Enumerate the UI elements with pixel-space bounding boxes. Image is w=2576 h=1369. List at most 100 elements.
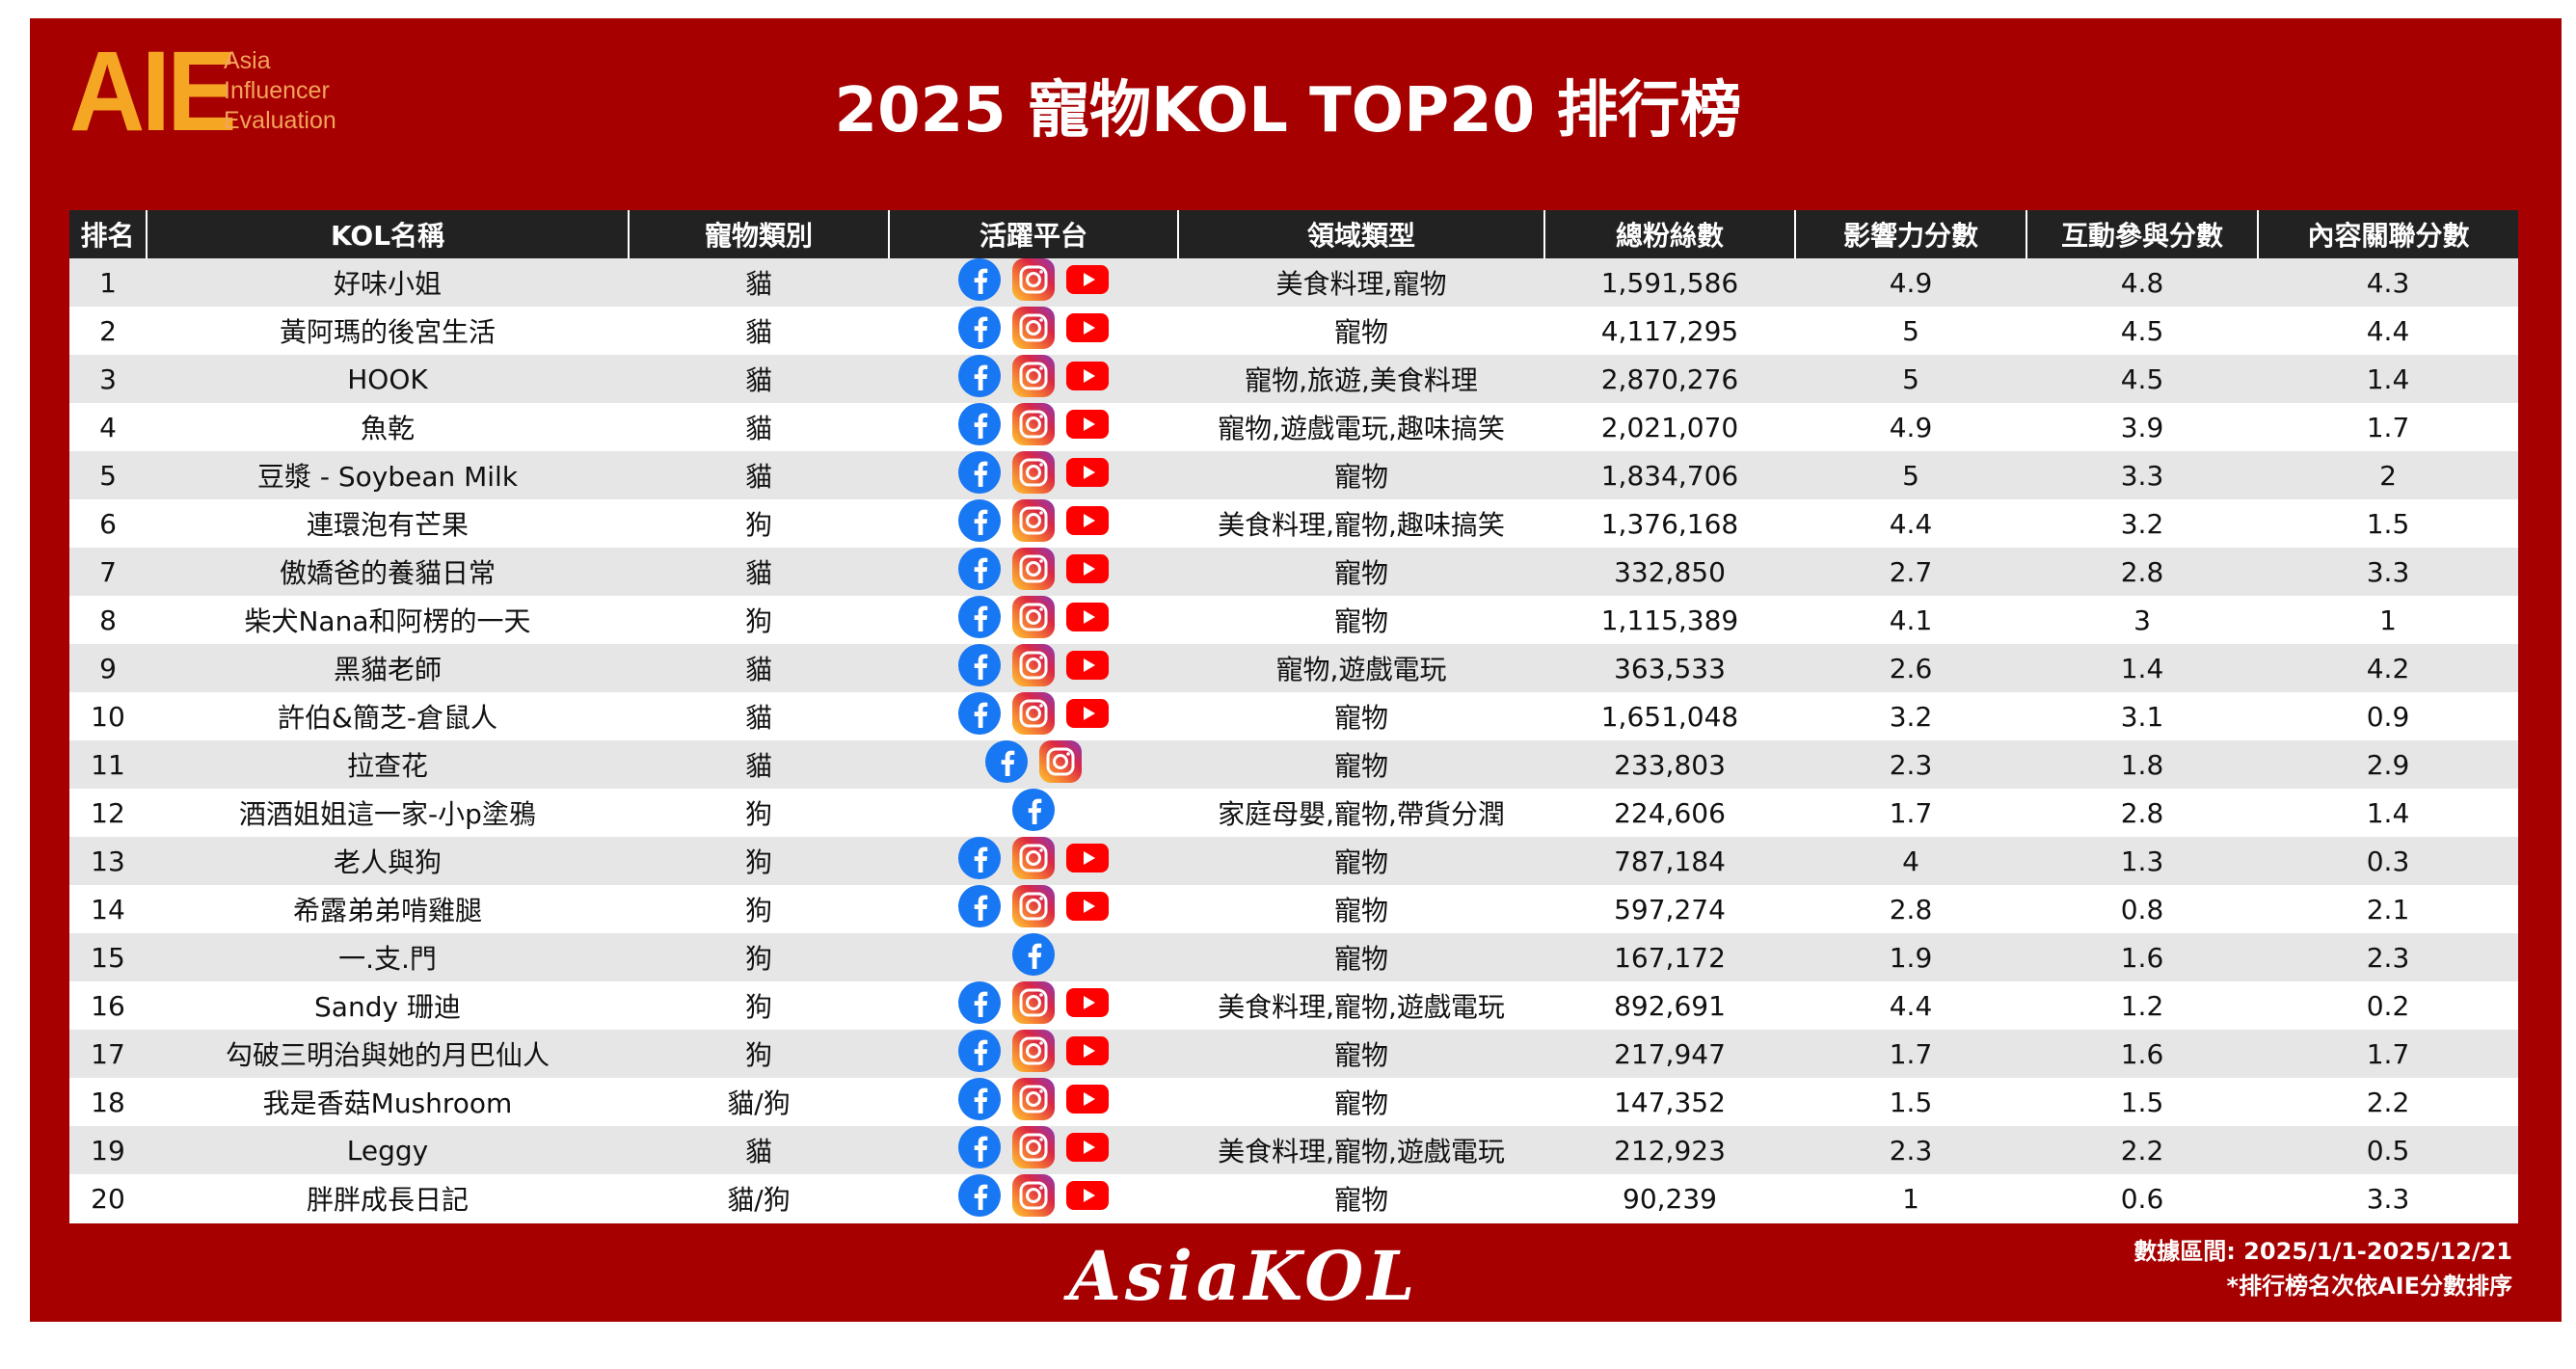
cell-influence: 2.6 [1795, 644, 2026, 692]
col-header-pet: 寵物類別 [629, 210, 890, 258]
cell-platforms [889, 644, 1178, 692]
cell-rank: 16 [69, 981, 147, 1030]
cell-rank: 3 [69, 355, 147, 403]
cell-domain: 寵物 [1178, 1174, 1544, 1222]
youtube-icon [1065, 837, 1110, 885]
cell-name: 勾破三明治與她的月巴仙人 [147, 1030, 629, 1078]
facebook-icon [957, 1174, 1002, 1222]
cell-platforms [889, 1078, 1178, 1126]
youtube-icon [1065, 644, 1110, 692]
cell-pet: 狗 [629, 789, 889, 837]
youtube-icon [1065, 307, 1110, 355]
cell-pet: 狗 [629, 837, 889, 885]
cell-engagement: 1.4 [2026, 644, 2258, 692]
cell-engagement: 0.6 [2026, 1174, 2258, 1222]
col-header-relevance: 內容關聯分數 [2258, 210, 2518, 258]
cell-influence: 4.4 [1795, 981, 2026, 1030]
youtube-icon [1065, 1078, 1110, 1126]
cell-rank: 4 [69, 403, 147, 451]
cell-relevance: 1.4 [2258, 355, 2518, 403]
facebook-icon [957, 451, 1002, 499]
cell-engagement: 0.8 [2026, 885, 2258, 933]
instagram-icon [1011, 837, 1056, 885]
cell-engagement: 2.8 [2026, 789, 2258, 837]
cell-domain: 寵物 [1178, 837, 1544, 885]
cell-name: 酒酒姐姐這一家-小p塗鴉 [147, 789, 629, 837]
table-row: 8 柴犬Nana和阿楞的一天狗 寵物 1,115,389 4.1 3 1 [69, 596, 2518, 644]
cell-fans: 233,803 [1544, 740, 1795, 789]
cell-engagement: 4.5 [2026, 355, 2258, 403]
youtube-icon [1065, 1126, 1110, 1174]
cell-fans: 1,115,389 [1544, 596, 1795, 644]
cell-name: 拉查花 [147, 740, 629, 789]
cell-name: 黑貓老師 [147, 644, 629, 692]
logo-line-3: Evaluation [224, 107, 336, 134]
cell-rank: 1 [69, 258, 147, 307]
logo-line-1: Asia [224, 47, 271, 74]
youtube-icon [1065, 548, 1110, 596]
cell-domain: 寵物 [1178, 933, 1544, 981]
cell-domain: 寵物 [1178, 596, 1544, 644]
cell-engagement: 1.3 [2026, 837, 2258, 885]
facebook-icon [957, 548, 1002, 596]
cell-platforms [889, 355, 1178, 403]
instagram-icon [1011, 885, 1056, 933]
cell-engagement: 3.9 [2026, 403, 2258, 451]
cell-domain: 寵物,遊戲電玩 [1178, 644, 1544, 692]
cell-name: 好味小姐 [147, 258, 629, 307]
cell-relevance: 0.3 [2258, 837, 2518, 885]
facebook-icon [957, 981, 1002, 1030]
platform-icons [889, 451, 1178, 499]
cell-domain: 寵物 [1178, 885, 1544, 933]
cell-influence: 5 [1795, 451, 2026, 499]
instagram-icon [1011, 1078, 1056, 1126]
platform-icons [889, 789, 1178, 837]
cell-platforms [889, 1174, 1178, 1222]
cell-rank: 11 [69, 740, 147, 789]
cell-influence: 5 [1795, 355, 2026, 403]
cell-influence: 3.2 [1795, 692, 2026, 740]
cell-platforms [889, 885, 1178, 933]
instagram-icon [1011, 307, 1056, 355]
youtube-icon [1065, 1174, 1110, 1222]
table-row: 19 Leggy 貓 美食料理,寵物,遊戲電玩 212,923 2.3 2.2 0.5 [69, 1126, 2518, 1174]
cell-influence: 2.3 [1795, 740, 2026, 789]
table-row: 3 HOOK 貓 寵物,旅遊,美食料理 2,870,276 5 4.5 1.4 [69, 355, 2518, 403]
cell-platforms [889, 451, 1178, 499]
platform-icons [889, 355, 1178, 403]
cell-domain: 寵物 [1178, 740, 1544, 789]
youtube-icon [1065, 596, 1110, 644]
cell-rank: 17 [69, 1030, 147, 1078]
cell-name: 黃阿瑪的後宮生活 [147, 307, 629, 355]
cell-domain: 寵物 [1178, 307, 1544, 355]
table-header-row: 排名 KOL名稱 寵物類別 活躍平台 領域類型 總粉絲數 影響力分數 互動參與分… [69, 210, 2518, 258]
cell-domain: 家庭母嬰,寵物,帶貨分潤 [1178, 789, 1544, 837]
cell-rank: 12 [69, 789, 147, 837]
cell-relevance: 0.2 [2258, 981, 2518, 1030]
cell-influence: 1.7 [1795, 1030, 2026, 1078]
platform-icons [889, 644, 1178, 692]
instagram-icon [1011, 451, 1056, 499]
aie-logo-mark: AIE [69, 28, 237, 155]
instagram-icon [1011, 258, 1056, 307]
platform-icons [889, 885, 1178, 933]
facebook-icon [957, 403, 1002, 451]
facebook-icon [1011, 789, 1056, 837]
cell-relevance: 0.9 [2258, 692, 2518, 740]
col-header-fans: 總粉絲數 [1544, 210, 1796, 258]
platform-icons [889, 933, 1178, 981]
cell-pet: 狗 [629, 596, 889, 644]
cell-name: 魚乾 [147, 403, 629, 451]
cell-relevance: 2.1 [2258, 885, 2518, 933]
cell-rank: 6 [69, 499, 147, 548]
cell-fans: 212,923 [1544, 1126, 1795, 1174]
cell-fans: 597,274 [1544, 885, 1795, 933]
cell-rank: 14 [69, 885, 147, 933]
instagram-icon [1011, 1030, 1056, 1078]
cell-rank: 5 [69, 451, 147, 499]
table-row: 10 許伯&簡芝-倉鼠人貓 寵物 1,651,048 3.2 3.1 0.9 [69, 692, 2518, 740]
instagram-icon [1011, 596, 1056, 644]
cell-domain: 美食料理,寵物,遊戲電玩 [1178, 1126, 1544, 1174]
platform-icons [889, 1030, 1178, 1078]
cell-engagement: 3.3 [2026, 451, 2258, 499]
